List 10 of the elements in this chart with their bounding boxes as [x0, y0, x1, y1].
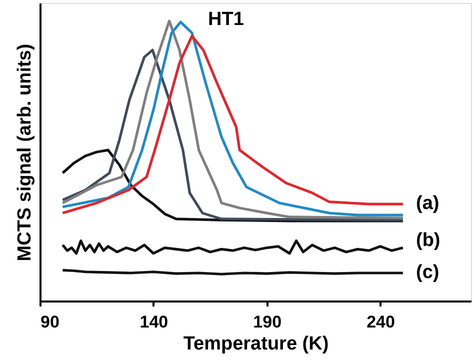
x-tick-label: 90	[40, 312, 60, 332]
x-tick-label: 140	[140, 312, 168, 332]
annotation: (c)	[416, 262, 440, 283]
annotation: (b)	[416, 230, 440, 251]
x-tick-label: 190	[253, 312, 282, 332]
x-axis-title: Temperature (K)	[183, 334, 329, 354]
annotation: HT1	[208, 9, 244, 30]
annotation: (a)	[416, 193, 440, 214]
y-axis-title: MCTS signal (arb. units)	[14, 44, 36, 262]
x-tick-label: 240	[366, 312, 395, 332]
